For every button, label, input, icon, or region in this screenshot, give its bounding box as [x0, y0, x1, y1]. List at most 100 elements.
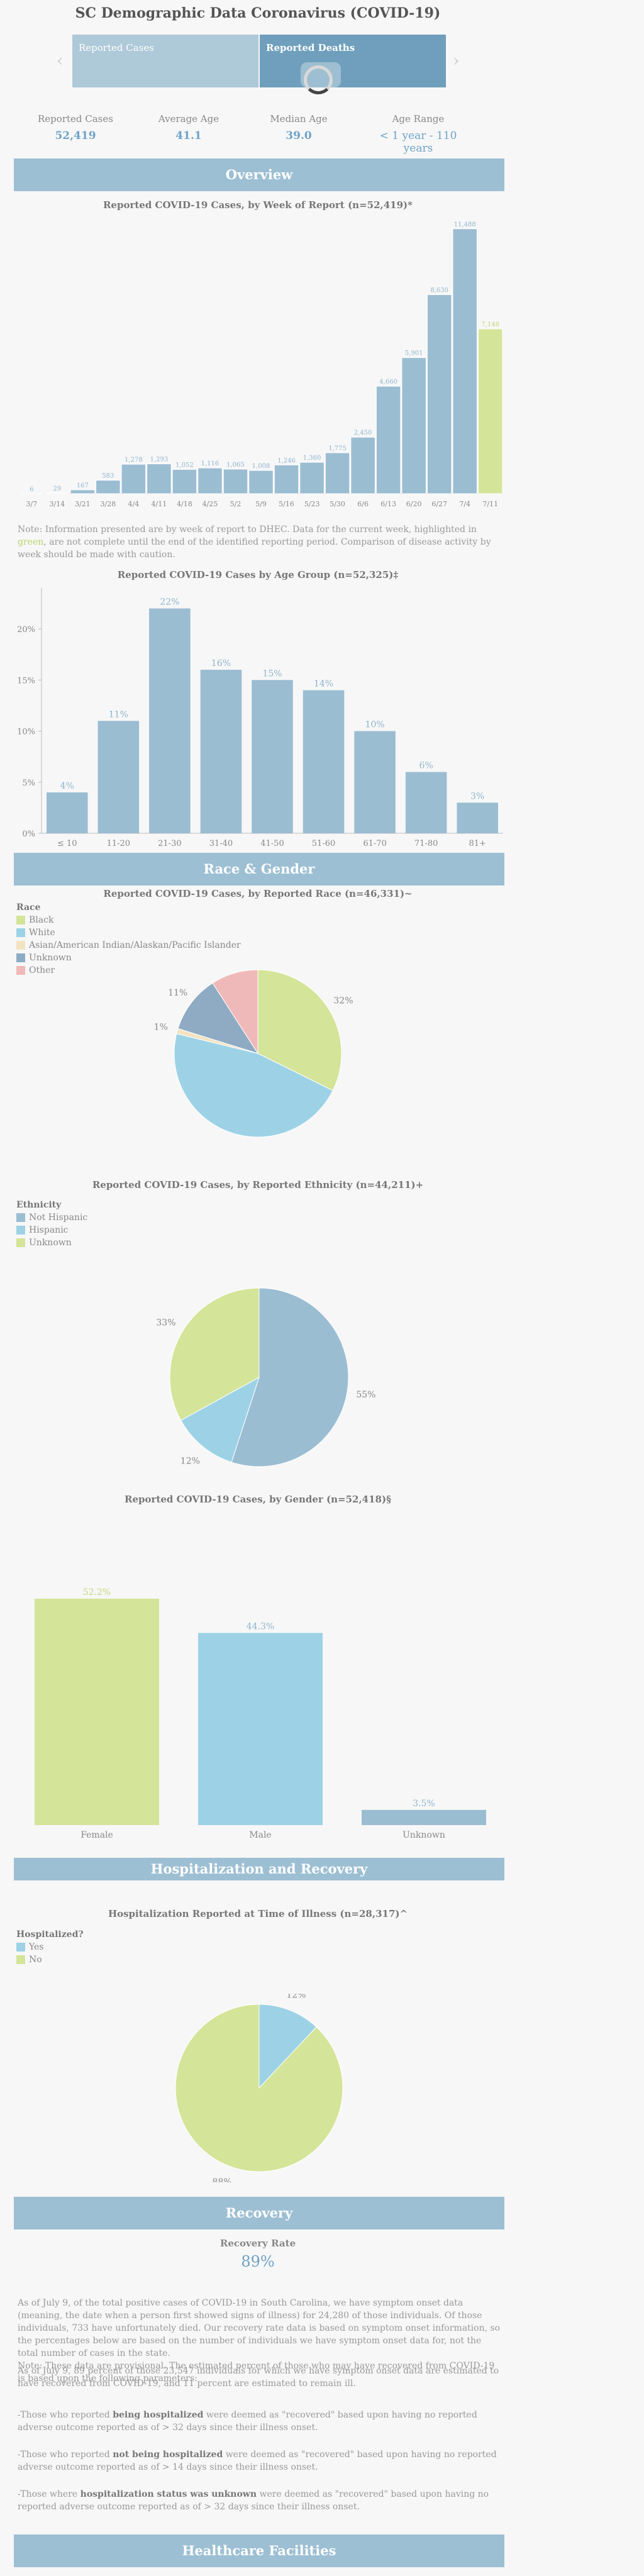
- slice-label: 55%: [356, 1390, 375, 1400]
- bar: [172, 469, 197, 494]
- tick-label: 5/23: [304, 500, 320, 508]
- bar: [70, 489, 96, 494]
- bullet-bold: not being hospitalized: [113, 2450, 223, 2460]
- tab-reported-cases[interactable]: Reported Cases: [72, 35, 258, 87]
- chart-title-weekly: Reported COVID-19 Cases, by Week of Repo…: [103, 199, 413, 211]
- data-label: 2,450: [354, 430, 372, 436]
- legend-swatch: [16, 1238, 25, 1247]
- loading-spinner-icon: [304, 65, 333, 94]
- chart-title-hospitalized: Hospitalization Reported at Time of Illn…: [108, 1908, 408, 1919]
- data-label: 10%: [365, 720, 385, 730]
- race-pie: 32%46%1%11%9%: [154, 969, 353, 1138]
- bar: [200, 670, 242, 833]
- bar: [452, 228, 477, 494]
- chart-title-race: Reported COVID-19 Cases, by Reported Rac…: [103, 888, 413, 899]
- legend-swatch: [16, 941, 25, 950]
- legend-label: Not Hispanic: [29, 1213, 88, 1223]
- bar: [97, 721, 140, 833]
- chart-title-gender: Reported COVID-19 Cases, by Gender (n=52…: [125, 1494, 391, 1505]
- legend-item: Hispanic: [16, 1224, 87, 1236]
- data-label: 6: [30, 486, 33, 493]
- slice-label: 12%: [286, 1994, 306, 2000]
- data-label: 1,052: [175, 462, 194, 469]
- bullet-bold: hospitalization status was unknown: [80, 2489, 257, 2499]
- stat-label: Reported Cases: [38, 113, 113, 125]
- bar: [121, 464, 147, 494]
- bullet-text: -Those who reported: [18, 2410, 113, 2420]
- pie-slice: [169, 1287, 260, 1421]
- legend-item: Other: [16, 964, 241, 977]
- legend-item: Unknown: [16, 1236, 87, 1249]
- recovery-rate-label: Recovery Rate: [219, 2238, 296, 2249]
- data-label: 1,116: [201, 460, 219, 467]
- tick-label: 5/2: [230, 500, 242, 508]
- section-overview: Overview: [14, 158, 504, 191]
- data-label: 1,065: [226, 462, 245, 469]
- slice-label: 1%: [154, 1022, 168, 1032]
- chevron-left-icon[interactable]: ‹: [57, 52, 64, 70]
- bar: [354, 731, 396, 833]
- bar: [325, 452, 350, 494]
- bar: [223, 469, 248, 494]
- bar: [426, 294, 452, 494]
- data-label: 1,360: [303, 455, 321, 462]
- bullet-text: were deemed as "recovered" based upon ha…: [18, 2410, 477, 2433]
- tick-label: Female: [80, 1830, 113, 1840]
- bar: [375, 386, 401, 494]
- stat-label: Median Age: [270, 113, 328, 125]
- bar: [362, 1809, 486, 1825]
- tick-label: 81+: [469, 839, 486, 848]
- y-tick-label: 5%: [22, 779, 35, 788]
- note-text: , are not complete until the end of the …: [18, 537, 491, 560]
- tab-label: Reported Cases: [79, 42, 154, 53]
- legend-swatch: [16, 1213, 25, 1222]
- data-label: 14%: [314, 679, 333, 689]
- bar: [401, 357, 426, 494]
- hospitalized-legend: Hospitalized? Yes No: [16, 1929, 84, 1966]
- recovery-bullet: -Those who reported not being hospitaliz…: [18, 2448, 502, 2473]
- slice-label: 33%: [156, 1318, 175, 1328]
- slice-label: 88%: [213, 2177, 232, 2182]
- bar: [197, 467, 223, 494]
- tab-reported-deaths[interactable]: Reported Deaths: [260, 35, 446, 87]
- weekly-chart: 6 3/7 29 3/14 167 3/21 583 3/28 1,278 4/4 1,293 4/1…: [19, 221, 503, 508]
- section-hospitalization: Hospitalization and Recovery: [14, 1858, 504, 1880]
- bullet-bold: being hospitalized: [113, 2410, 204, 2420]
- age-chart: 0% 5% 10% 15% 20% 4% ≤ 10 11% 11-20 22% 21-30 16% 31…: [17, 588, 503, 848]
- data-label: 29: [53, 486, 61, 492]
- pie-slice: [258, 2004, 317, 2089]
- recovery-paragraph: As of July 9, of the total positive case…: [18, 2298, 501, 2384]
- tick-label: 3/28: [100, 500, 116, 508]
- data-label: 22%: [160, 597, 179, 608]
- data-label: 1,008: [252, 463, 270, 470]
- legend-swatch: [16, 928, 25, 937]
- tick-label: ≤ 10: [57, 839, 77, 848]
- legend-title: Hospitalized?: [16, 1929, 84, 1940]
- legend-label: Black: [29, 915, 54, 925]
- data-label: 4,660: [379, 379, 397, 386]
- data-label: 11,488: [454, 221, 476, 228]
- tick-label: 31-40: [209, 839, 233, 848]
- legend-swatch: [16, 1943, 25, 1951]
- note-green-word: green: [18, 537, 44, 547]
- bar: [147, 464, 172, 494]
- tick-label: 7/11: [482, 500, 498, 508]
- data-label: 44.3%: [247, 1621, 274, 1631]
- tick-label: 6/27: [431, 500, 447, 508]
- tick-label: 5/9: [255, 500, 267, 508]
- tick-label: 7/4: [459, 500, 470, 508]
- stat-value: 39.0: [286, 130, 312, 142]
- stat-label: Age Range: [392, 113, 445, 125]
- legend-title: Ethnicity: [16, 1200, 62, 1210]
- data-label: 3%: [470, 791, 484, 801]
- pie-slice: [174, 1033, 333, 1138]
- tick-label: 4/18: [177, 500, 192, 508]
- legend-label: Other: [29, 965, 55, 975]
- legend-label: Yes: [29, 1942, 44, 1952]
- tick-label: Male: [249, 1830, 271, 1840]
- legend-item: White: [16, 926, 241, 939]
- legend-swatch: [16, 953, 25, 962]
- legend-label: Unknown: [29, 953, 72, 963]
- bullet-text: were deemed as "recovered" based upon ha…: [18, 2489, 489, 2512]
- chevron-right-icon[interactable]: ›: [453, 52, 460, 70]
